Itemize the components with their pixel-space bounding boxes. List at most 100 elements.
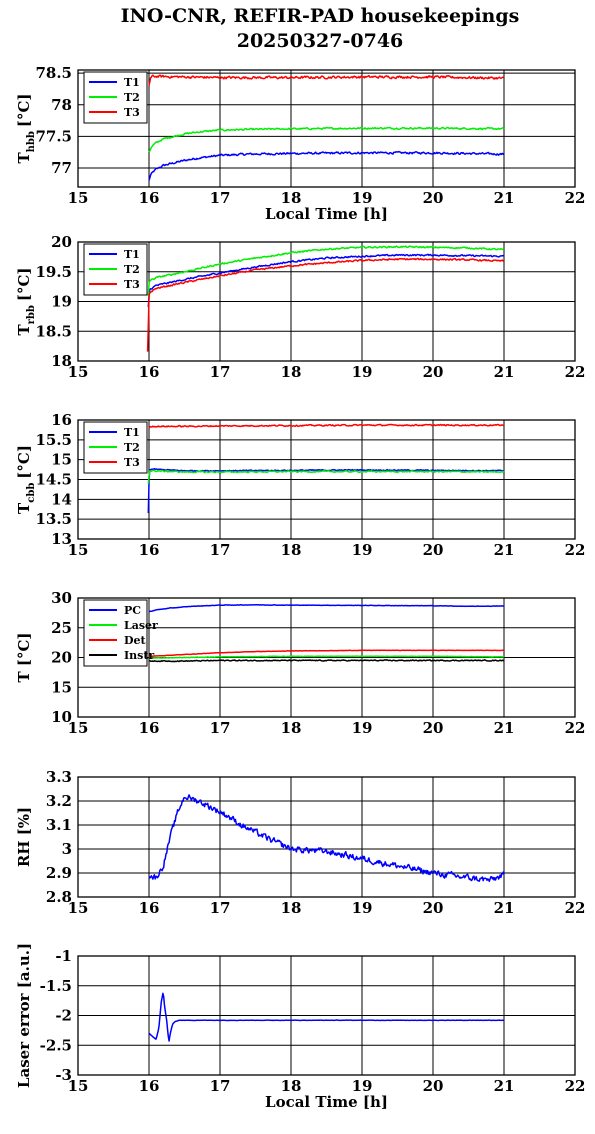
x-tick-label: 21 bbox=[494, 541, 515, 559]
y-tick-label: 13 bbox=[51, 530, 72, 548]
y-tick-label: 16 bbox=[51, 411, 72, 429]
legend-label: Instr bbox=[124, 649, 154, 662]
y-tick-label: 2.8 bbox=[46, 888, 72, 906]
x-tick-label: 21 bbox=[494, 899, 515, 917]
x-tick-label: 16 bbox=[139, 363, 160, 381]
y-tick-label: -1.5 bbox=[40, 977, 72, 995]
y-tick-label: 15 bbox=[51, 451, 72, 469]
plot-frame bbox=[77, 776, 576, 898]
x-tick-label: 22 bbox=[565, 541, 586, 559]
legend-label: T3 bbox=[124, 456, 140, 469]
y-tick-label: -2.5 bbox=[40, 1036, 72, 1054]
x-tick-label: 15 bbox=[68, 363, 89, 381]
y-tick-label: 18.5 bbox=[35, 322, 72, 340]
y-tick-label: 25 bbox=[51, 619, 72, 637]
y-axis-label: RH [%] bbox=[15, 807, 33, 867]
series-line-pc bbox=[148, 603, 504, 613]
y-tick-label: -3 bbox=[55, 1066, 72, 1084]
y-tick-label: 20 bbox=[51, 649, 72, 667]
legend: T1 T2 T3 bbox=[83, 421, 148, 474]
x-tick-label: 18 bbox=[281, 899, 302, 917]
x-tick-label: 18 bbox=[281, 1077, 302, 1095]
plot-frame bbox=[77, 241, 576, 362]
x-tick-label: 19 bbox=[352, 899, 373, 917]
y-tick-label: 19 bbox=[51, 293, 72, 311]
x-tick-label: 15 bbox=[68, 899, 89, 917]
x-tick-label: 19 bbox=[352, 541, 373, 559]
legend-label: Det bbox=[124, 634, 147, 647]
y-tick-label: 78.5 bbox=[35, 64, 72, 82]
x-tick-label: 16 bbox=[139, 719, 160, 737]
y-tick-label: -1 bbox=[55, 947, 72, 965]
legend-label: T1 bbox=[124, 248, 140, 261]
series-line-instr bbox=[148, 659, 505, 663]
x-axis-label: Local Time [h] bbox=[265, 1093, 388, 1111]
legend-label: T3 bbox=[124, 278, 140, 291]
series-line-t2 bbox=[148, 126, 505, 153]
x-tick-label: 18 bbox=[281, 541, 302, 559]
x-tick-label: 22 bbox=[565, 719, 586, 737]
y-tick-label: 14.5 bbox=[35, 471, 72, 489]
y-tick-label: 78 bbox=[51, 96, 72, 114]
x-tick-label: 17 bbox=[210, 899, 231, 917]
series-line-t2 bbox=[147, 469, 505, 484]
panel-5: 3.3 3.2 3.1 3 2.9 2.815 16 17 18 19 20 21 22 RH [%] bbox=[15, 768, 585, 917]
y-tick-label: 20 bbox=[51, 233, 72, 251]
x-tick-label: 21 bbox=[494, 363, 515, 381]
legend-label: PC bbox=[124, 604, 141, 617]
plot-frame bbox=[77, 419, 576, 540]
x-tick-label: 16 bbox=[139, 899, 160, 917]
panel-6: -1 -1.5 -2 -2.5 -315 16 17 18 19 20 21 22 Laser erro… bbox=[15, 943, 585, 1111]
y-axis-label: Thbb[°C] bbox=[15, 93, 37, 163]
panel-1: 78.5 78 77.5 77 15 16 17 18 19 20 21 22 T1 T2 T3 Thbb[°… bbox=[15, 64, 585, 223]
x-tick-label: 16 bbox=[139, 541, 160, 559]
x-tick-label: 18 bbox=[281, 719, 302, 737]
legend-label: T1 bbox=[124, 426, 140, 439]
x-tick-label: 19 bbox=[352, 189, 373, 207]
y-tick-label: 13.5 bbox=[35, 510, 72, 528]
legend-label: T2 bbox=[124, 441, 140, 454]
y-tick-label: 3.3 bbox=[46, 768, 72, 786]
x-tick-label: 20 bbox=[423, 1077, 444, 1095]
x-tick-label: 19 bbox=[352, 1077, 373, 1095]
series-line-laser-error bbox=[148, 992, 504, 1042]
plot-frame bbox=[77, 69, 576, 188]
x-tick-label: 21 bbox=[494, 719, 515, 737]
y-tick-label: 77.5 bbox=[35, 127, 72, 145]
y-tick-label: 3 bbox=[62, 840, 72, 858]
x-tick-label: 16 bbox=[139, 1077, 160, 1095]
x-tick-label: 19 bbox=[352, 363, 373, 381]
series-line-rh bbox=[148, 794, 505, 883]
series-line-det bbox=[149, 649, 505, 658]
x-tick-label: 17 bbox=[210, 541, 231, 559]
figure-title-line1: INO-CNR, REFIR-PAD housekeepings bbox=[121, 5, 520, 27]
x-tick-label: 20 bbox=[423, 899, 444, 917]
x-tick-label: 20 bbox=[423, 189, 444, 207]
legend-label: T3 bbox=[124, 106, 140, 119]
legend: T1 T2 T3 bbox=[83, 243, 148, 296]
series-line-t1 bbox=[147, 467, 504, 514]
x-tick-label: 22 bbox=[565, 189, 586, 207]
x-tick-label: 20 bbox=[423, 363, 444, 381]
x-tick-label: 21 bbox=[494, 1077, 515, 1095]
legend: T1 T2 T3 bbox=[83, 71, 148, 124]
x-tick-label: 17 bbox=[210, 363, 231, 381]
panels: 78.5 78 77.5 77 15 16 17 18 19 20 21 22 T1 T2 T3 Thbb[°… bbox=[15, 64, 585, 1111]
y-axis-label: T [°C] bbox=[15, 632, 33, 682]
x-tick-label: 22 bbox=[565, 899, 586, 917]
series-line-t1 bbox=[148, 150, 505, 181]
y-tick-label: 15.5 bbox=[35, 431, 72, 449]
y-tick-label: -2 bbox=[55, 1007, 72, 1025]
x-tick-label: 17 bbox=[210, 189, 231, 207]
y-tick-label: 30 bbox=[51, 589, 72, 607]
x-tick-label: 18 bbox=[281, 189, 302, 207]
y-tick-label: 19.5 bbox=[35, 263, 72, 281]
y-tick-label: 10 bbox=[51, 708, 72, 726]
y-tick-label: 77 bbox=[51, 159, 72, 177]
series-line-t3 bbox=[148, 423, 505, 429]
y-tick-label: 15 bbox=[51, 678, 72, 696]
x-tick-label: 22 bbox=[565, 1077, 586, 1095]
